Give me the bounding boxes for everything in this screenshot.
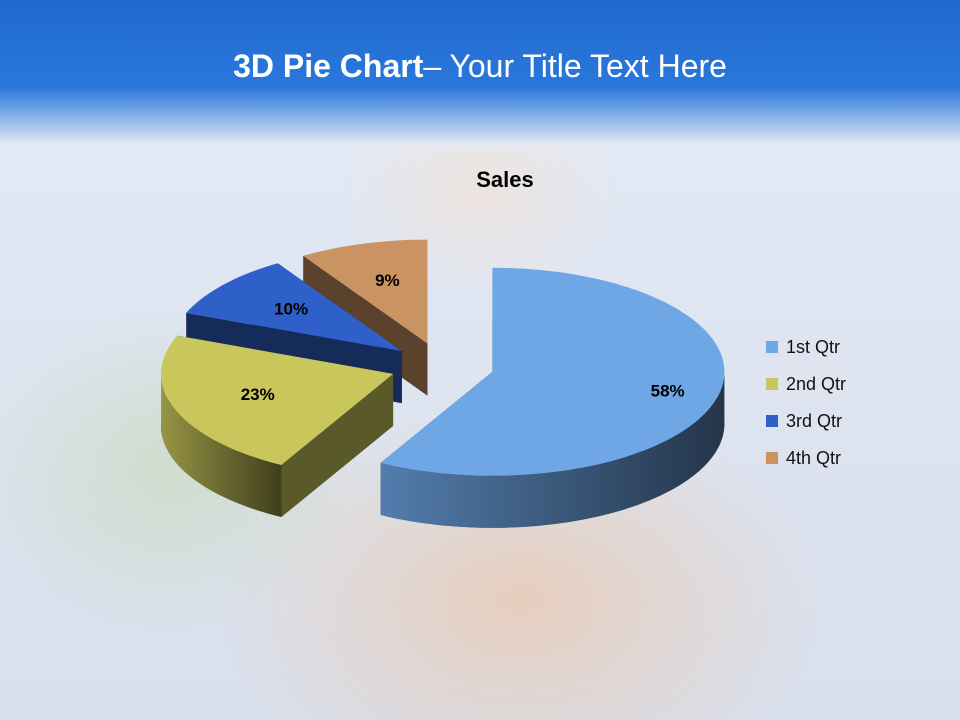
slide-title: 3D Pie Chart– Your Title Text Here — [0, 48, 960, 85]
title-bold: 3D Pie Chart — [233, 48, 424, 84]
legend-label: 4th Qtr — [786, 448, 841, 468]
slice-top — [380, 267, 725, 476]
legend-swatch — [766, 378, 778, 390]
legend-swatch — [766, 415, 778, 427]
slice-wall — [161, 373, 282, 517]
slice-top — [303, 239, 428, 344]
legend-label: 2nd Qtr — [786, 374, 846, 394]
legend-swatch — [766, 341, 778, 353]
legend-label: 3rd Qtr — [786, 411, 842, 431]
pie-slice — [380, 267, 725, 528]
title-rest: – Your Title Text Here — [423, 48, 727, 84]
legend-swatch — [766, 452, 778, 464]
chart-title: Sales — [476, 167, 534, 192]
slice-top — [161, 335, 394, 465]
pie-slice — [161, 335, 394, 517]
legend-label: 1st Qtr — [786, 337, 840, 357]
data-label: 9% — [375, 271, 400, 290]
slice-top — [186, 263, 402, 352]
data-label: 58% — [651, 381, 685, 400]
header-band — [0, 0, 960, 146]
data-label: 23% — [241, 385, 275, 404]
slice-wall — [380, 371, 725, 528]
data-label: 10% — [274, 300, 308, 319]
